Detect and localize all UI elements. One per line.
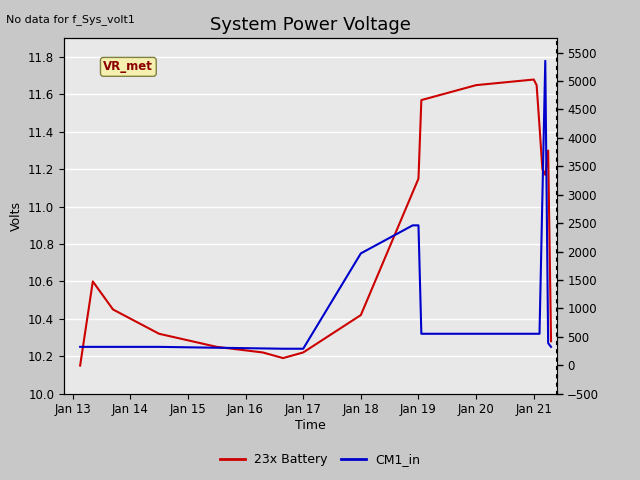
Y-axis label: Volts: Volts	[10, 201, 22, 231]
Legend: 23x Battery, CM1_in: 23x Battery, CM1_in	[214, 448, 426, 471]
23x Battery	[541, 172, 549, 178]
23x Battery	[544, 148, 552, 154]
Line: 23x Battery: 23x Battery	[80, 80, 551, 366]
23x Battery	[156, 331, 163, 336]
Title: System Power Voltage: System Power Voltage	[210, 16, 411, 34]
CM1_in	[472, 331, 480, 336]
CM1_in	[89, 344, 97, 350]
23x Battery	[415, 176, 422, 181]
23x Battery	[213, 344, 221, 350]
23x Battery	[547, 338, 555, 344]
CM1_in	[76, 344, 84, 350]
CM1_in	[547, 344, 555, 350]
CM1_in	[357, 251, 365, 256]
CM1_in	[417, 331, 425, 336]
Text: No data for f_Sys_volt1: No data for f_Sys_volt1	[6, 14, 135, 25]
CM1_in	[415, 222, 422, 228]
CM1_in	[300, 346, 307, 352]
23x Battery	[417, 97, 425, 103]
CM1_in	[279, 346, 287, 352]
23x Battery	[76, 363, 84, 369]
23x Battery	[472, 82, 480, 88]
23x Battery	[538, 167, 546, 172]
CM1_in	[541, 58, 549, 64]
CM1_in	[156, 344, 163, 350]
CM1_in	[536, 331, 543, 336]
23x Battery	[89, 278, 97, 284]
23x Battery	[279, 355, 287, 361]
Text: VR_met: VR_met	[104, 60, 154, 73]
23x Battery	[532, 82, 540, 88]
23x Battery	[536, 123, 543, 129]
23x Battery	[530, 77, 538, 83]
23x Battery	[259, 349, 267, 355]
23x Battery	[357, 312, 365, 318]
Line: CM1_in: CM1_in	[80, 61, 551, 349]
X-axis label: Time: Time	[295, 419, 326, 432]
23x Battery	[300, 349, 307, 355]
CM1_in	[409, 222, 417, 228]
23x Battery	[109, 307, 117, 312]
CM1_in	[544, 340, 552, 346]
CM1_in	[530, 331, 538, 336]
